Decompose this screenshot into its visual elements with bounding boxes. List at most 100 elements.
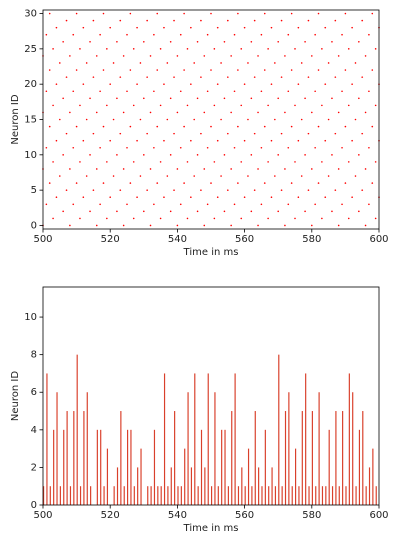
spike-dot	[324, 139, 327, 142]
hist-bar	[137, 467, 139, 505]
hist-bar	[197, 486, 199, 505]
spike-dot	[146, 76, 148, 78]
hist-bar	[365, 486, 367, 505]
spike-dot	[82, 139, 85, 142]
spike-dot	[334, 76, 337, 78]
spike-dot	[270, 83, 273, 85]
hist-bar	[221, 429, 223, 505]
hist-bar	[318, 392, 320, 505]
spike-dot	[253, 132, 256, 135]
spike-dot	[99, 33, 101, 36]
spike-dot	[344, 69, 347, 71]
hist-bar	[247, 448, 250, 505]
spike-dot	[290, 125, 293, 128]
spike-dot	[166, 175, 169, 177]
spike-dot	[213, 48, 216, 50]
hist-bar	[362, 411, 364, 505]
spike-dot	[267, 104, 269, 107]
spike-dot	[361, 132, 364, 135]
hist-bar	[348, 373, 350, 505]
hist-bar	[116, 467, 119, 505]
spike-dot	[203, 55, 206, 57]
spike-dot	[166, 62, 169, 64]
hist-bar	[358, 429, 361, 505]
spike-dot	[122, 111, 125, 114]
spike-dot	[149, 168, 152, 170]
spike-dot	[374, 217, 377, 220]
spike-dot	[79, 217, 81, 220]
spike-dot	[210, 12, 212, 15]
x-tick-label: 500	[33, 234, 52, 245]
spike-dot	[267, 161, 269, 163]
spike-dot	[270, 139, 273, 142]
spike-dot	[284, 111, 286, 114]
spike-dot	[79, 48, 81, 50]
spike-dot	[65, 76, 68, 78]
spike-dot	[344, 182, 347, 184]
spike-dot	[69, 55, 71, 57]
spike-dot	[297, 83, 300, 85]
spike-dot	[129, 125, 132, 128]
y-tick-label: 25	[24, 44, 37, 55]
spike-dot	[334, 132, 337, 135]
spike-dot	[368, 203, 370, 206]
spike-dot	[179, 146, 182, 149]
spike-dot	[263, 12, 266, 15]
hist-bar	[214, 392, 216, 505]
spike-dot	[89, 154, 91, 156]
hist-bar	[200, 429, 203, 505]
y-tick-label: 15	[24, 115, 37, 126]
spike-dot	[69, 111, 71, 114]
spike-dot	[300, 118, 303, 121]
spike-dot	[216, 26, 219, 29]
spike-dot	[139, 118, 142, 121]
spike-dot	[341, 146, 343, 149]
spike-dot	[186, 48, 189, 50]
spike-dot	[85, 175, 88, 177]
spike-dot	[321, 217, 323, 220]
spike-dot	[196, 40, 199, 43]
spike-dot	[72, 90, 75, 93]
hist-bar	[106, 448, 109, 505]
spike-dot	[112, 62, 115, 64]
spike-dot	[89, 210, 91, 213]
spike-dot	[361, 76, 364, 78]
spike-dot	[176, 55, 179, 57]
spike-dot	[136, 196, 138, 199]
hist-bar	[177, 486, 179, 505]
spike-dot	[287, 203, 290, 206]
spike-dot	[233, 33, 236, 36]
spike-dot	[331, 40, 333, 43]
spike-dot	[153, 146, 155, 149]
hist-bar	[372, 448, 374, 505]
y-tick-label: 20	[24, 79, 37, 90]
spike-dot	[371, 125, 374, 128]
spike-dot	[223, 40, 226, 43]
spike-dot	[85, 118, 88, 121]
spike-dot	[220, 175, 222, 177]
spike-dot	[327, 62, 330, 64]
hist-bar	[335, 411, 337, 505]
spike-dot	[358, 97, 360, 100]
spike-dot	[334, 189, 337, 191]
spike-dot	[72, 203, 75, 206]
spike-dot	[304, 97, 306, 100]
hist-bar	[278, 354, 280, 505]
hist-bar	[355, 486, 357, 505]
spike-dot	[75, 69, 78, 71]
spike-dot	[106, 161, 108, 163]
spike-dot	[99, 146, 101, 149]
spike-dot	[79, 104, 81, 107]
spike-dot	[284, 224, 286, 227]
spike-dot	[169, 210, 172, 213]
spike-dot	[156, 182, 159, 184]
spike-dot	[361, 189, 364, 191]
hist-bar	[157, 486, 159, 505]
spike-dot	[82, 83, 85, 85]
spike-dot	[109, 139, 111, 142]
hist-bar	[288, 392, 290, 505]
spike-dot	[307, 76, 310, 78]
spike-dot	[368, 90, 370, 93]
spike-dot	[116, 97, 118, 100]
spike-dot	[247, 175, 249, 177]
